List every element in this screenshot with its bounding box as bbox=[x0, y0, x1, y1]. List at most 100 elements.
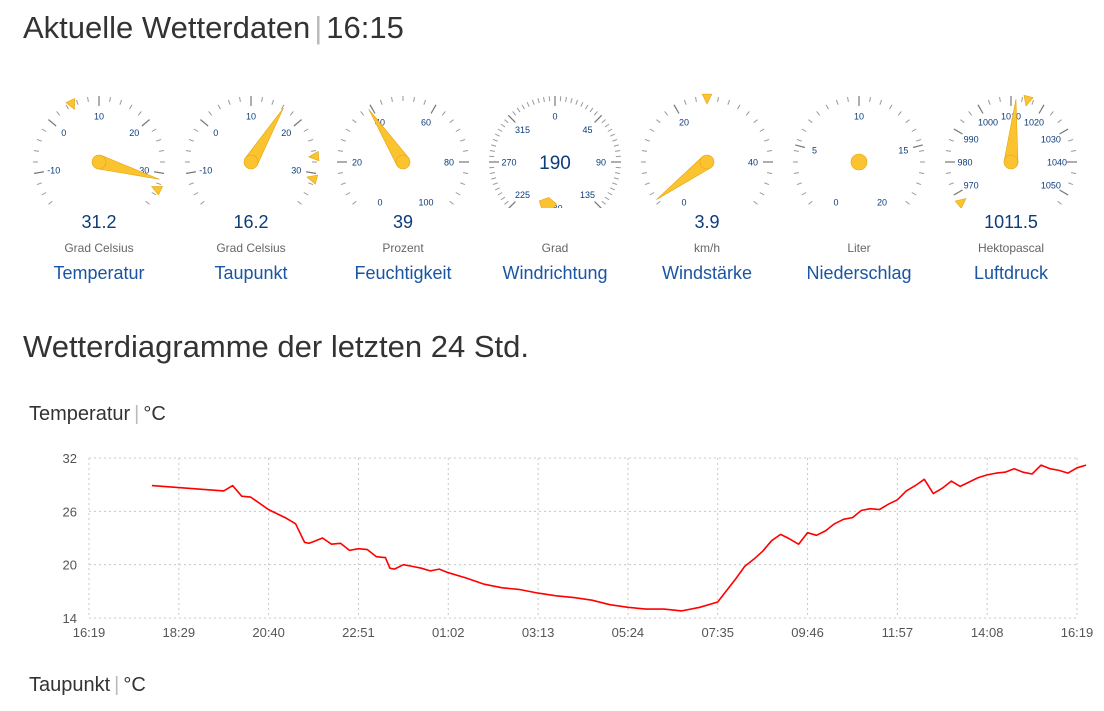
needle-hub bbox=[243, 154, 259, 170]
section-title: Wetterdiagramme der letzten 24 Std. bbox=[23, 329, 530, 364]
minor-tick bbox=[41, 192, 47, 196]
minor-tick bbox=[504, 119, 509, 124]
minor-tick bbox=[413, 96, 415, 103]
minor-tick bbox=[918, 172, 925, 174]
minor-tick bbox=[455, 192, 461, 196]
minor-tick bbox=[526, 101, 530, 107]
minor-tick bbox=[796, 138, 802, 142]
gauge-tick-label: 30 bbox=[291, 165, 301, 175]
minor-tick bbox=[869, 96, 871, 103]
minor-tick bbox=[521, 104, 525, 110]
minor-tick bbox=[641, 172, 648, 174]
gauge-link-windstaerke[interactable]: Windstärke bbox=[661, 263, 753, 283]
minor-tick bbox=[48, 200, 53, 205]
gauge-link-taupunkt[interactable]: Taupunkt bbox=[214, 263, 288, 283]
minor-tick bbox=[801, 128, 807, 132]
major-tick bbox=[369, 104, 376, 114]
minor-tick bbox=[607, 192, 613, 196]
gauge-marker-icon bbox=[65, 98, 75, 111]
minor-tick bbox=[847, 96, 849, 103]
minor-tick bbox=[449, 200, 454, 205]
x-tick-label: 03:13 bbox=[522, 625, 555, 640]
minor-tick bbox=[87, 96, 89, 103]
minor-tick bbox=[65, 104, 69, 110]
minor-tick bbox=[261, 96, 263, 103]
minor-tick bbox=[352, 119, 357, 124]
gauge-tick-label: 100 bbox=[418, 197, 433, 207]
minor-tick bbox=[41, 128, 47, 132]
minor-tick bbox=[543, 96, 545, 103]
gauge-value: 39 bbox=[392, 212, 414, 232]
gauge-tick-label: -10 bbox=[199, 165, 212, 175]
y-tick-label: 20 bbox=[63, 558, 77, 573]
gauge-tick-label: 0 bbox=[213, 128, 218, 138]
minor-tick bbox=[340, 138, 346, 142]
minor-tick bbox=[227, 99, 231, 105]
gauge-marker-icon bbox=[701, 93, 713, 105]
minor-tick bbox=[607, 128, 613, 132]
gauge-tick-label: 20 bbox=[352, 158, 362, 168]
gauge-link-temperatur[interactable]: Temperatur bbox=[53, 263, 145, 283]
minor-tick bbox=[683, 99, 687, 105]
minor-tick bbox=[614, 172, 621, 174]
minor-tick bbox=[455, 128, 461, 132]
gauge-link-niederschlag[interactable]: Niederschlag bbox=[806, 263, 912, 283]
minor-tick bbox=[835, 99, 839, 105]
minor-tick bbox=[340, 182, 346, 186]
current-time: 16:15 bbox=[326, 10, 404, 45]
y-tick-label: 32 bbox=[63, 451, 77, 466]
minor-tick bbox=[759, 192, 765, 196]
gauge-tick-label: 10 bbox=[854, 112, 864, 122]
gauge-tick-label: 40 bbox=[748, 158, 758, 168]
y-tick-label: 26 bbox=[63, 504, 77, 519]
minor-tick bbox=[460, 138, 466, 142]
gauge-unit: Liter bbox=[847, 241, 871, 255]
minor-tick bbox=[360, 111, 365, 116]
gauge-tick-label: -10 bbox=[47, 165, 60, 175]
gauge-tick-label: 0 bbox=[552, 112, 557, 122]
minor-tick bbox=[801, 192, 807, 196]
minor-tick bbox=[656, 119, 661, 124]
major-tick bbox=[293, 119, 302, 127]
minor-tick bbox=[945, 150, 952, 152]
gauge-unit: Grad Celsius bbox=[216, 241, 286, 255]
gauge-tick-label: 90 bbox=[596, 158, 606, 168]
minor-tick bbox=[641, 150, 648, 152]
minor-tick bbox=[352, 200, 357, 205]
minor-tick bbox=[759, 128, 765, 132]
major-tick bbox=[795, 144, 806, 149]
minor-tick bbox=[945, 172, 952, 174]
minor-tick bbox=[987, 99, 991, 105]
minor-tick bbox=[491, 144, 497, 147]
minor-tick bbox=[188, 138, 194, 142]
major-tick bbox=[1038, 104, 1045, 114]
needle-hub bbox=[850, 153, 868, 171]
minor-tick bbox=[310, 150, 317, 152]
gauge-tick-label: 135 bbox=[580, 190, 595, 200]
minor-tick bbox=[968, 111, 973, 116]
major-tick bbox=[154, 171, 165, 175]
chart-name: Temperatur bbox=[29, 403, 131, 425]
major-tick bbox=[953, 189, 963, 196]
minor-tick bbox=[764, 138, 770, 142]
minor-tick bbox=[531, 99, 535, 105]
x-tick-label: 11:57 bbox=[882, 625, 914, 640]
minor-tick bbox=[497, 128, 503, 132]
minor-tick bbox=[911, 128, 917, 132]
minor-tick bbox=[918, 150, 925, 152]
chart-name: Taupunkt bbox=[29, 674, 111, 696]
wind-arrow-icon bbox=[538, 197, 557, 208]
minor-tick bbox=[737, 104, 741, 110]
gauge-link-windrichtung[interactable]: Windrichtung bbox=[502, 263, 608, 283]
minor-tick bbox=[601, 119, 606, 124]
minor-tick bbox=[308, 138, 314, 142]
minor-tick bbox=[217, 104, 221, 110]
minor-tick bbox=[158, 150, 165, 152]
gauge-link-feuchtigkeit[interactable]: Feuchtigkeit bbox=[354, 263, 452, 283]
minor-tick bbox=[156, 182, 162, 186]
gauge-tick-label: 0 bbox=[61, 128, 66, 138]
gauge-link-luftdruck[interactable]: Luftdruck bbox=[973, 263, 1049, 283]
minor-tick bbox=[589, 107, 594, 113]
minor-tick bbox=[379, 99, 383, 105]
minor-tick bbox=[604, 196, 610, 201]
